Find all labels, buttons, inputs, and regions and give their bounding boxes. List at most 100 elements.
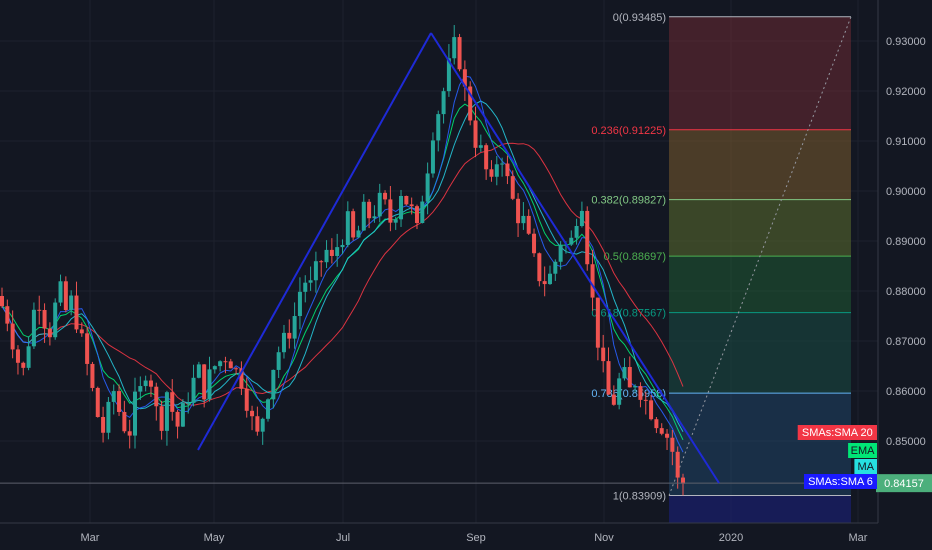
candle-body: [574, 225, 579, 238]
candle-body: [106, 401, 111, 433]
candle-body: [665, 433, 670, 438]
candle-body: [21, 362, 26, 368]
candle-body: [521, 215, 526, 224]
fib-zone: [669, 129, 851, 200]
candle-body: [47, 328, 52, 338]
candle-body: [516, 198, 521, 224]
candle-body: [345, 211, 350, 245]
time-axis[interactable]: Mar May Jul Sep Nov 2020 Mar: [0, 522, 878, 544]
candle-body: [617, 378, 622, 405]
candle-body: [532, 233, 537, 254]
fib-zone: [669, 312, 851, 394]
candle-body: [606, 361, 611, 395]
candle-body: [579, 210, 584, 226]
price-tick-label: 0.93000: [886, 36, 926, 48]
candle-body: [250, 410, 255, 417]
candle-body: [164, 392, 169, 431]
candle-body: [175, 411, 180, 427]
candle-body: [590, 264, 595, 298]
candle-body: [351, 211, 356, 238]
candle-body: [202, 364, 207, 400]
candle-body: [303, 282, 308, 292]
candle-body: [148, 380, 153, 387]
candle-body: [361, 201, 366, 231]
price-tick-label: 0.91000: [886, 136, 926, 148]
candle-body: [154, 386, 159, 407]
fibonacci-retracement[interactable]: 0(0.93485) 0.236(0.91225) 0.382(0.89827) 0.…: [591, 12, 852, 523]
candle-body: [340, 244, 345, 248]
candle-body: [446, 58, 451, 92]
fib-zone-below: [669, 495, 851, 523]
price-tick-label: 0.90000: [886, 186, 926, 198]
last-price-label: 0.84157: [884, 478, 924, 490]
candle-body: [85, 333, 90, 364]
candle-body: [287, 332, 292, 339]
fib-zone: [669, 256, 851, 313]
indicator-tag: [797, 425, 877, 440]
indicator-tag-label: SMAs:SMA 6: [808, 476, 873, 488]
time-tick-label: Mar: [849, 532, 868, 544]
candle-body: [74, 295, 79, 330]
candle-body: [212, 366, 217, 370]
candle-body: [436, 114, 441, 141]
indicator-tag-label: EMA: [851, 445, 876, 457]
candle-body: [127, 431, 132, 436]
fib-level-label: 0.5(0.88697): [604, 251, 666, 263]
price-tick-label: 0.86000: [886, 386, 926, 398]
candle-body: [622, 367, 627, 379]
candle-body: [505, 163, 510, 177]
candle-body: [654, 419, 659, 429]
candle-body: [462, 69, 467, 87]
candle-body: [324, 249, 329, 263]
candle-body: [244, 388, 249, 411]
candle-body: [297, 291, 302, 317]
candle-body: [191, 377, 196, 403]
fib-zone: [669, 199, 851, 257]
candle-body: [585, 210, 590, 265]
price-tick-label: 0.89000: [886, 236, 926, 248]
candle-body: [239, 368, 244, 389]
candle-body: [0, 296, 4, 307]
candle-body: [633, 386, 638, 388]
time-tick-label: Jul: [336, 532, 350, 544]
candle-body: [292, 316, 297, 339]
candle-body: [308, 280, 313, 283]
candle-body: [196, 364, 201, 378]
candle-body: [15, 349, 20, 363]
candle-body: [266, 399, 271, 419]
candle-body: [207, 369, 212, 400]
candle-body: [255, 416, 260, 432]
fib-zone: [669, 16, 851, 130]
candle-body: [425, 173, 430, 202]
downtrend-line: [430, 32, 720, 484]
candle-body: [53, 302, 58, 338]
fib-level-label: 0(0.93485): [613, 12, 666, 24]
candle-body: [510, 176, 515, 199]
candle-body: [367, 201, 372, 219]
indicator-tag: [848, 443, 877, 458]
indicator-tags: SMAs:SMA 20 EMA MA SMAs:SMA 6: [797, 425, 877, 489]
trend-lines[interactable]: [197, 32, 720, 484]
candle-body: [31, 309, 36, 347]
fib-level-label: 0.236(0.91225): [591, 125, 666, 137]
indicator-tag: [854, 459, 877, 474]
candle-body: [122, 411, 127, 432]
candle-body: [675, 451, 680, 478]
candle-body: [42, 309, 47, 329]
candle-body: [452, 37, 457, 59]
price-tick-label: 0.87000: [886, 336, 926, 348]
candle-body: [393, 219, 398, 223]
candle-body: [313, 261, 318, 281]
candle-body: [138, 386, 143, 392]
candle-body: [281, 332, 286, 353]
candle-body: [79, 329, 84, 334]
candle-body: [377, 192, 382, 217]
candle-body: [547, 273, 552, 285]
candle-body: [218, 361, 223, 367]
indicator-tag: [804, 474, 877, 489]
candle-body: [404, 195, 409, 205]
candle-body: [526, 215, 531, 234]
price-axis[interactable]: 0.85000 0.86000 0.87000 0.88000 0.89000 0.900…: [876, 0, 932, 523]
ma-line: [1, 100, 684, 433]
